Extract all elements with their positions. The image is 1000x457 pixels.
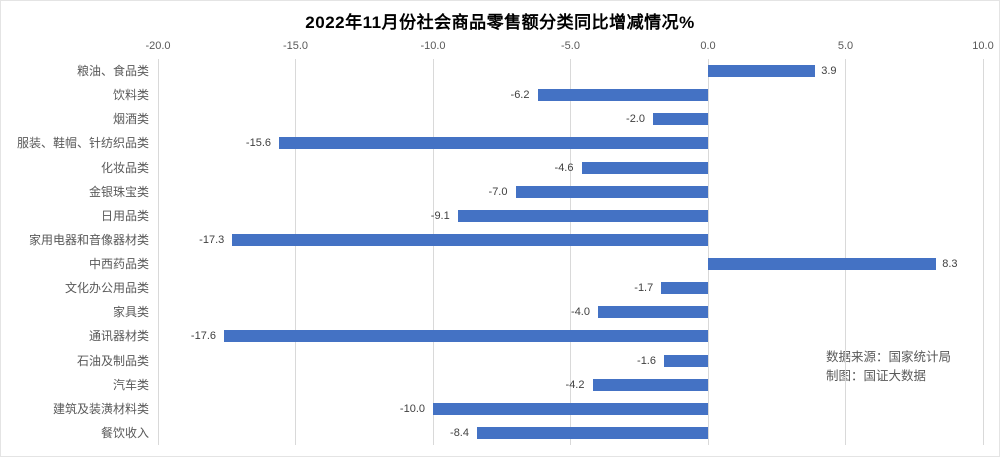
category-label: 金银珠宝类 xyxy=(88,184,149,199)
value-label: -17.3 xyxy=(199,233,225,246)
category-label: 通讯器材类 xyxy=(88,329,149,344)
category-label: 中西药品类 xyxy=(88,257,149,272)
value-label: 3.9 xyxy=(821,65,837,78)
bar xyxy=(598,306,708,319)
value-label: -17.6 xyxy=(190,330,216,343)
category-label: 烟酒类 xyxy=(112,112,149,127)
value-label: -7.0 xyxy=(488,185,508,198)
bar xyxy=(457,209,708,222)
category-label: 家用电器和音像器材类 xyxy=(28,232,149,247)
bar xyxy=(433,402,708,415)
bar xyxy=(232,233,708,246)
value-label: 8.3 xyxy=(942,258,958,271)
value-label: -2.0 xyxy=(626,113,645,126)
category-label: 化妆品类 xyxy=(100,160,149,175)
category-label: 日用品类 xyxy=(100,208,149,223)
bar xyxy=(477,426,708,439)
bar xyxy=(581,161,708,174)
bar xyxy=(708,258,937,271)
gridline xyxy=(845,59,846,445)
value-label: -1.7 xyxy=(634,282,654,295)
value-label: -15.6 xyxy=(245,137,271,150)
value-label: -8.4 xyxy=(450,426,469,439)
value-label: -4.6 xyxy=(554,161,574,174)
value-label: -4.2 xyxy=(565,378,585,391)
category-label: 石油及制品类 xyxy=(76,353,149,368)
x-tick-label: -15.0 xyxy=(282,40,309,52)
value-label: -9.1 xyxy=(430,209,450,222)
x-tick-label: -20.0 xyxy=(145,40,171,52)
annotation-credit: 制图：国证大数据 xyxy=(826,369,927,383)
bar xyxy=(592,378,708,391)
gridline xyxy=(432,59,434,445)
value-label: -6.2 xyxy=(510,89,530,102)
category-label: 服装、鞋帽、针纺织品类 xyxy=(16,136,149,151)
category-label: 文化办公用品类 xyxy=(64,281,149,296)
bar xyxy=(537,89,708,102)
category-label: 汽车类 xyxy=(112,377,149,392)
bar xyxy=(515,185,708,198)
category-label: 建筑及装潢材料类 xyxy=(52,401,149,416)
gridline xyxy=(707,59,709,445)
x-tick-label: 10.0 xyxy=(972,40,994,52)
bar xyxy=(224,330,708,343)
chart-title: 2022年11月份社会商品零售额分类同比增减情况% xyxy=(305,13,695,32)
bar xyxy=(279,137,708,150)
value-label: -10.0 xyxy=(399,402,425,415)
bar xyxy=(708,65,816,78)
category-label: 家具类 xyxy=(112,305,149,320)
annotation-source: 数据来源：国家统计局 xyxy=(826,350,952,364)
x-tick-label: -10.0 xyxy=(420,40,446,52)
gridline xyxy=(982,59,984,445)
category-label: 粮油、食品类 xyxy=(76,64,149,79)
x-tick-label: 5.0 xyxy=(837,40,854,52)
bar xyxy=(664,354,708,367)
annotation-block: 数据来源：国家统计局 制图：国证大数据 xyxy=(826,348,951,386)
category-label: 餐饮收入 xyxy=(100,425,149,440)
gridline xyxy=(157,59,159,445)
bar xyxy=(653,113,708,126)
gridline xyxy=(295,59,296,445)
category-label: 饮料类 xyxy=(112,88,149,103)
value-label: -1.6 xyxy=(637,354,656,367)
x-tick-label: -5.0 xyxy=(561,40,580,52)
gridline xyxy=(570,59,571,445)
bar xyxy=(661,282,708,295)
x-tick-label: 0.0 xyxy=(700,40,716,52)
value-label: -4.0 xyxy=(571,306,590,319)
